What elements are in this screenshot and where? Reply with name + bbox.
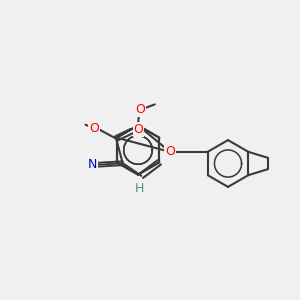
Text: O: O: [134, 123, 143, 136]
Text: O: O: [136, 103, 145, 116]
Text: O: O: [165, 145, 175, 158]
Text: O: O: [89, 122, 99, 135]
Text: N: N: [88, 158, 98, 171]
Text: H: H: [135, 182, 145, 195]
